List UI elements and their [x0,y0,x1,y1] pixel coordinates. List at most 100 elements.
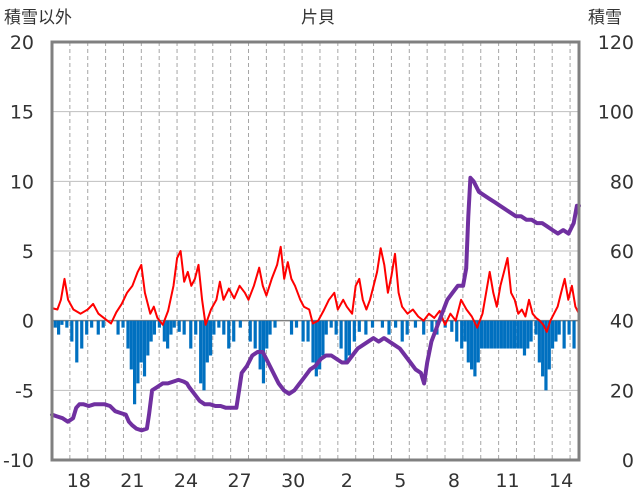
precip-bar [232,320,236,342]
precip-bar [85,320,89,335]
precip-bar [202,320,206,391]
x-tick-label: 14 [549,470,573,492]
precip-bar [162,320,166,342]
x-tick-label: 24 [174,470,198,492]
precip-bar [70,320,74,342]
precip-bar [57,320,61,335]
left-tick-label: -10 [3,450,34,472]
precip-bar [496,320,500,349]
precip-bar [268,320,272,335]
precip-bar [321,320,325,356]
precip-bar [265,320,269,349]
precip-bar [177,320,181,332]
right-axis-title: 積雪 [588,8,622,28]
precip-bar [273,320,277,328]
precip-bar [554,320,558,342]
precip-bar [53,320,57,328]
x-tick-label: 2 [341,470,353,492]
precip-bar [537,320,541,363]
right-tick-label: 60 [610,241,634,263]
precip-bar [208,320,213,356]
precip-bar [394,320,398,328]
precip-bar [547,320,551,370]
precip-bar [301,320,305,342]
precip-bar [400,320,404,342]
precip-bar [476,320,480,363]
precip-bar [96,320,100,335]
precip-bar [486,320,490,349]
temperature-line [51,245,580,340]
left-axis-title: 積雪以外 [4,8,72,28]
precip-bar [529,320,533,342]
precip-bar [562,320,566,349]
precip-bar [149,320,153,342]
precip-bar [294,320,299,328]
precip-bar [541,320,545,377]
precip-bar [506,320,510,349]
precip-bar [516,320,520,349]
precip-bar [318,320,322,370]
x-tick-label: 30 [281,470,305,492]
x-tick-label: 8 [448,470,460,492]
precip-bar [258,320,262,370]
precip-bar [289,320,294,335]
precip-bar [405,320,409,335]
left-tick-label: -5 [15,380,34,402]
precip-bar [227,320,231,349]
precip-bar [387,320,391,335]
chart-title: 片貝 [301,8,335,28]
precip-bar [90,320,94,328]
precip-bar [522,320,527,356]
precip-bar [344,320,348,363]
precip-bar [450,320,454,332]
precip-bar [422,320,426,335]
precip-bar [380,320,385,328]
precip-bar [329,320,333,328]
precip-bar [139,320,143,363]
right-tick-label: 20 [610,380,634,402]
x-tick-label: 5 [394,470,406,492]
precip-bar [572,320,576,349]
right-tick-label: 40 [610,311,634,333]
precip-bar [129,320,133,370]
precip-bar [133,320,137,405]
precip-bars [53,320,576,405]
precip-bar [334,320,338,335]
left-tick-label: 15 [10,102,34,124]
precip-bar [116,320,120,335]
precip-bar [557,320,561,335]
precip-bar [519,320,523,349]
left-tick-label: 0 [22,311,34,333]
precip-bar [217,320,221,328]
left-tick-label: 20 [10,32,34,54]
series-lines [50,175,581,433]
precip-bar [489,320,494,349]
left-tick-label: 10 [10,171,34,193]
left-axis-ticks: 20 15 10 5 0 -5 -10 [3,32,34,472]
x-tick-label: 21 [120,470,144,492]
precip-bar [152,320,157,335]
precip-bar [352,320,356,342]
precip-bar [567,320,571,335]
precip-bar [413,320,418,328]
precip-bar [80,320,84,349]
precip-bar [121,320,125,328]
precip-bar [199,320,203,384]
precip-bar [473,320,477,377]
plot-frame [50,40,581,462]
precip-bar [166,320,170,349]
left-tick-label: 5 [22,241,34,263]
precip-bar [430,320,434,332]
precip-bar [534,320,538,335]
right-tick-label: 0 [622,450,634,472]
precip-bar [314,320,318,377]
x-tick-label: 27 [227,470,251,492]
snow-depth-line [50,175,581,433]
precip-bar [347,320,351,356]
precip-bar [466,320,470,363]
precip-bar [526,320,530,349]
x-tick-label: 11 [495,470,519,492]
precip-bar [550,320,555,349]
precip-bar [126,320,130,349]
